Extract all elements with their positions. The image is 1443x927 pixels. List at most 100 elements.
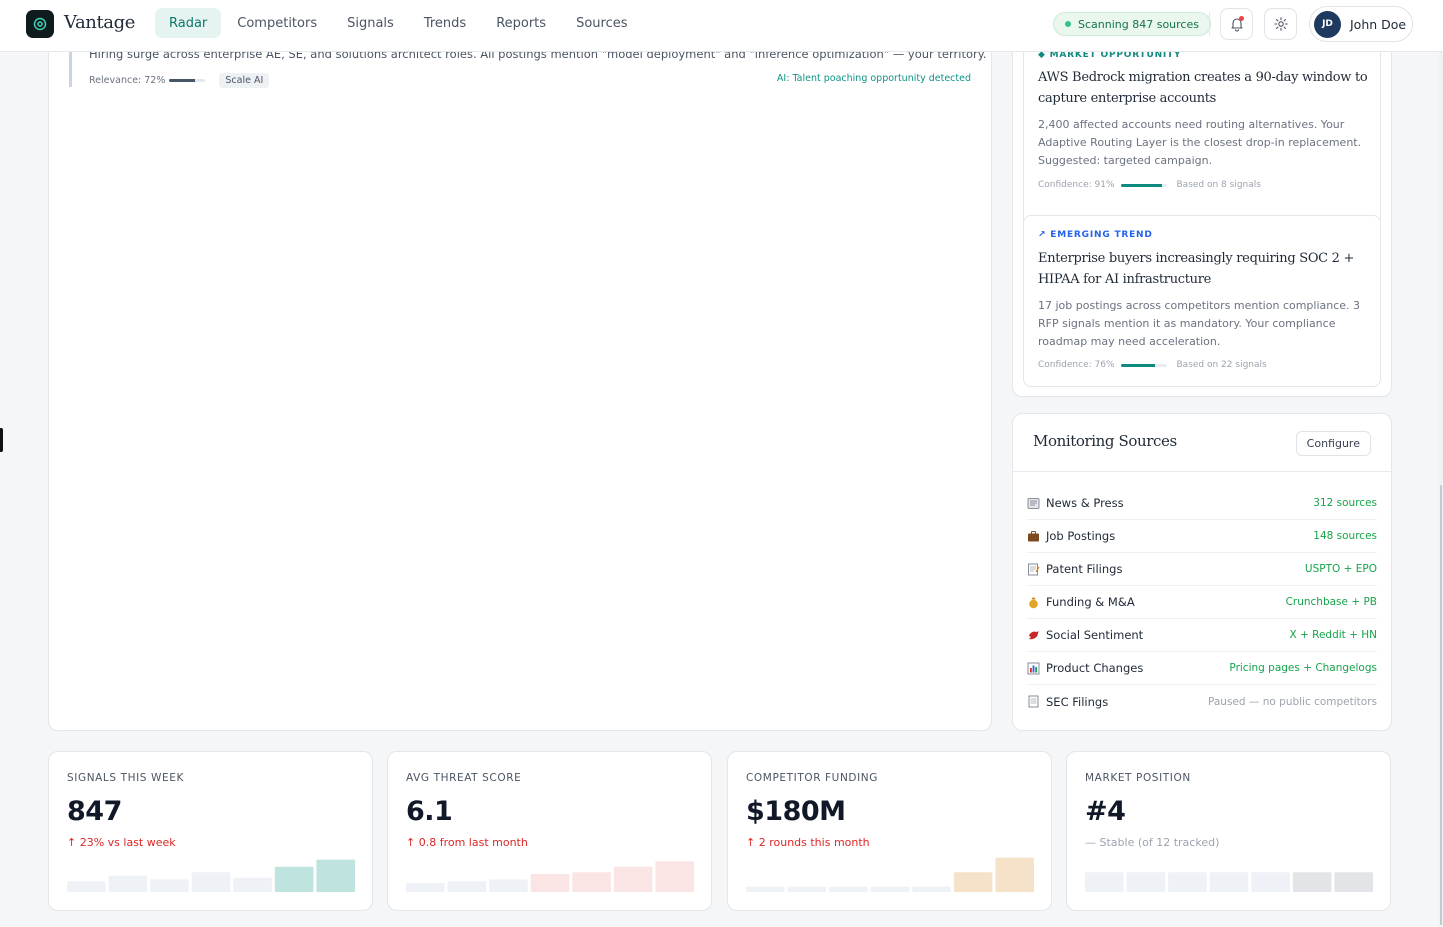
nav-competitors[interactable]: Competitors xyxy=(237,15,318,31)
sources-title: Monitoring Sources xyxy=(1033,432,1177,450)
top-header: Vantage Radar Competitors Signals Trends… xyxy=(0,0,1443,52)
nav-reports[interactable]: Reports xyxy=(496,15,547,31)
sparkline-bar xyxy=(447,881,487,892)
sparkline-chart xyxy=(406,861,694,892)
source-label: Social Sentiment xyxy=(1046,628,1144,642)
stat-card-signals[interactable]: SIGNALS THIS WEEK 847 ↑ 23% vs last week xyxy=(48,751,373,911)
sparkline-bar xyxy=(1168,872,1207,892)
source-count: 312 sources xyxy=(1313,497,1377,509)
bird-icon xyxy=(1027,629,1040,642)
source-label: Funding & M&A xyxy=(1046,595,1135,609)
brand-name[interactable]: Vantage xyxy=(64,12,136,33)
divider xyxy=(1013,471,1391,472)
source-list: News & Press 312 sources Job Postings 14… xyxy=(1027,487,1377,718)
source-row-funding[interactable]: Funding & M&A Crunchbase + PB xyxy=(1027,586,1377,619)
competitor-tag[interactable]: Scale AI xyxy=(219,73,270,88)
sparkline-bar xyxy=(1126,872,1166,892)
confidence-bar-fill xyxy=(1120,183,1163,187)
insight-kicker: ↗ EMERGING TREND xyxy=(1038,230,1153,240)
ai-insights-panel: ◆ MARKET OPPORTUNITY AWS Bedrock migrati… xyxy=(1012,20,1392,397)
nav-sources[interactable]: Sources xyxy=(576,15,628,31)
stat-value: 847 xyxy=(67,796,122,827)
configure-button[interactable]: Configure xyxy=(1295,431,1371,456)
insight-title: AWS Bedrock migration creates a 90-day w… xyxy=(1038,70,1368,106)
user-menu[interactable]: JD John Doe xyxy=(1309,6,1413,42)
settings-button[interactable] xyxy=(1264,8,1297,40)
sparkline-bar xyxy=(530,874,570,892)
sparkline-bar xyxy=(1209,872,1249,892)
source-count: Paused — no public competitors xyxy=(1208,695,1377,708)
nav-signals[interactable]: Signals xyxy=(347,15,394,31)
stat-label: COMPETITOR FUNDING xyxy=(746,772,878,784)
source-count: Crunchbase + PB xyxy=(1285,596,1377,608)
notification-dot-icon xyxy=(1239,16,1244,21)
user-name: John Doe xyxy=(1350,16,1407,32)
scanning-status-text: Scanning 847 sources xyxy=(1078,17,1199,31)
stat-label: SIGNALS THIS WEEK xyxy=(67,772,184,784)
stat-delta: — Stable (of 12 tracked) xyxy=(1085,836,1220,849)
source-count: 148 sources xyxy=(1313,530,1377,542)
stat-delta: ↑ 23% vs last week xyxy=(67,836,176,849)
sparkline-bar xyxy=(829,886,868,892)
sparkline-bar xyxy=(995,857,1034,892)
insight-footer: Confidence: 76% Based on 22 signals xyxy=(1038,360,1267,370)
source-label: News & Press xyxy=(1046,496,1124,510)
source-count: X + Reddit + HN xyxy=(1289,629,1377,641)
stat-value: #4 xyxy=(1085,796,1126,827)
status-dot-icon xyxy=(1065,21,1071,27)
signal-basis: Based on 8 signals xyxy=(1176,180,1261,190)
sparkline-bar xyxy=(1334,872,1373,892)
avatar: JD xyxy=(1314,10,1341,38)
scrollbar-thumb[interactable] xyxy=(1440,485,1442,925)
stat-value: 6.1 xyxy=(406,796,453,827)
nav-radar[interactable]: Radar xyxy=(155,8,222,38)
bar-chart-icon xyxy=(1027,662,1040,675)
sparkline-chart xyxy=(1085,872,1373,892)
source-row-jobs[interactable]: Job Postings 148 sources xyxy=(1027,520,1377,553)
scanning-status-badge[interactable]: Scanning 847 sources xyxy=(1053,12,1211,36)
insight-body: 17 job postings across competitors menti… xyxy=(1038,299,1361,348)
source-count: Pricing pages + Changelogs xyxy=(1229,662,1377,674)
notifications-button[interactable] xyxy=(1220,8,1253,40)
vantage-logo-icon[interactable] xyxy=(26,10,54,38)
sparkline-bar xyxy=(613,866,653,892)
sparkline-bar xyxy=(108,875,148,892)
sparkline-bar xyxy=(150,879,189,892)
sparkline-bar xyxy=(870,886,910,892)
confidence-bar xyxy=(1120,363,1167,367)
insight-card-market-opportunity[interactable]: ◆ MARKET OPPORTUNITY AWS Bedrock migrati… xyxy=(1023,41,1381,227)
source-row-sec[interactable]: SEC Filings Paused — no public competito… xyxy=(1027,685,1377,718)
nav-trends[interactable]: Trends xyxy=(423,15,467,31)
sparkline-chart xyxy=(67,859,355,892)
side-handle[interactable] xyxy=(0,428,3,452)
bell-icon xyxy=(1230,18,1243,32)
relevance-label: Relevance: 72% xyxy=(89,75,166,86)
stat-card-position[interactable]: MARKET POSITION #4 — Stable (of 12 track… xyxy=(1066,751,1391,911)
stat-card-threat[interactable]: AVG THREAT SCORE 6.1 ↑ 0.8 from last mon… xyxy=(387,751,712,911)
insight-body: 2,400 affected accounts need routing alt… xyxy=(1038,118,1362,167)
sparkline-bar xyxy=(572,872,611,892)
header-divider xyxy=(1209,12,1210,36)
source-row-product[interactable]: Product Changes Pricing pages + Changelo… xyxy=(1027,652,1377,685)
sparkline-bar xyxy=(274,866,314,892)
source-row-news[interactable]: News & Press 312 sources xyxy=(1027,487,1377,520)
stat-card-funding[interactable]: COMPETITOR FUNDING $180M ↑ 2 rounds this… xyxy=(727,751,1052,911)
source-count: USPTO + EPO xyxy=(1304,563,1377,575)
source-row-patents[interactable]: Patent Filings USPTO + EPO xyxy=(1027,553,1377,586)
source-row-social[interactable]: Social Sentiment X + Reddit + HN xyxy=(1027,619,1377,652)
monitoring-sources-panel: Monitoring Sources Configure News & Pres… xyxy=(1012,413,1392,731)
source-label: Product Changes xyxy=(1046,661,1144,675)
confidence-label: Confidence: 76% xyxy=(1038,360,1115,370)
source-label: SEC Filings xyxy=(1046,694,1109,709)
stat-label: AVG THREAT SCORE xyxy=(406,772,522,784)
sparkline-bar xyxy=(746,886,785,892)
insight-title: Enterprise buyers increasingly requiring… xyxy=(1038,251,1355,287)
stat-delta: ↑ 0.8 from last month xyxy=(406,836,528,849)
sparkline-bar xyxy=(655,861,694,892)
insight-card-emerging-trend[interactable]: ↗ EMERGING TREND Enterprise buyers incre… xyxy=(1023,215,1381,387)
sparkline-bar xyxy=(233,877,272,892)
signal-feed-panel: Hiring surge across enterprise AE, SE, a… xyxy=(48,20,992,731)
stat-value: $180M xyxy=(746,796,846,827)
money-bag-icon xyxy=(1027,596,1040,609)
sparkline-bar xyxy=(1251,872,1290,892)
